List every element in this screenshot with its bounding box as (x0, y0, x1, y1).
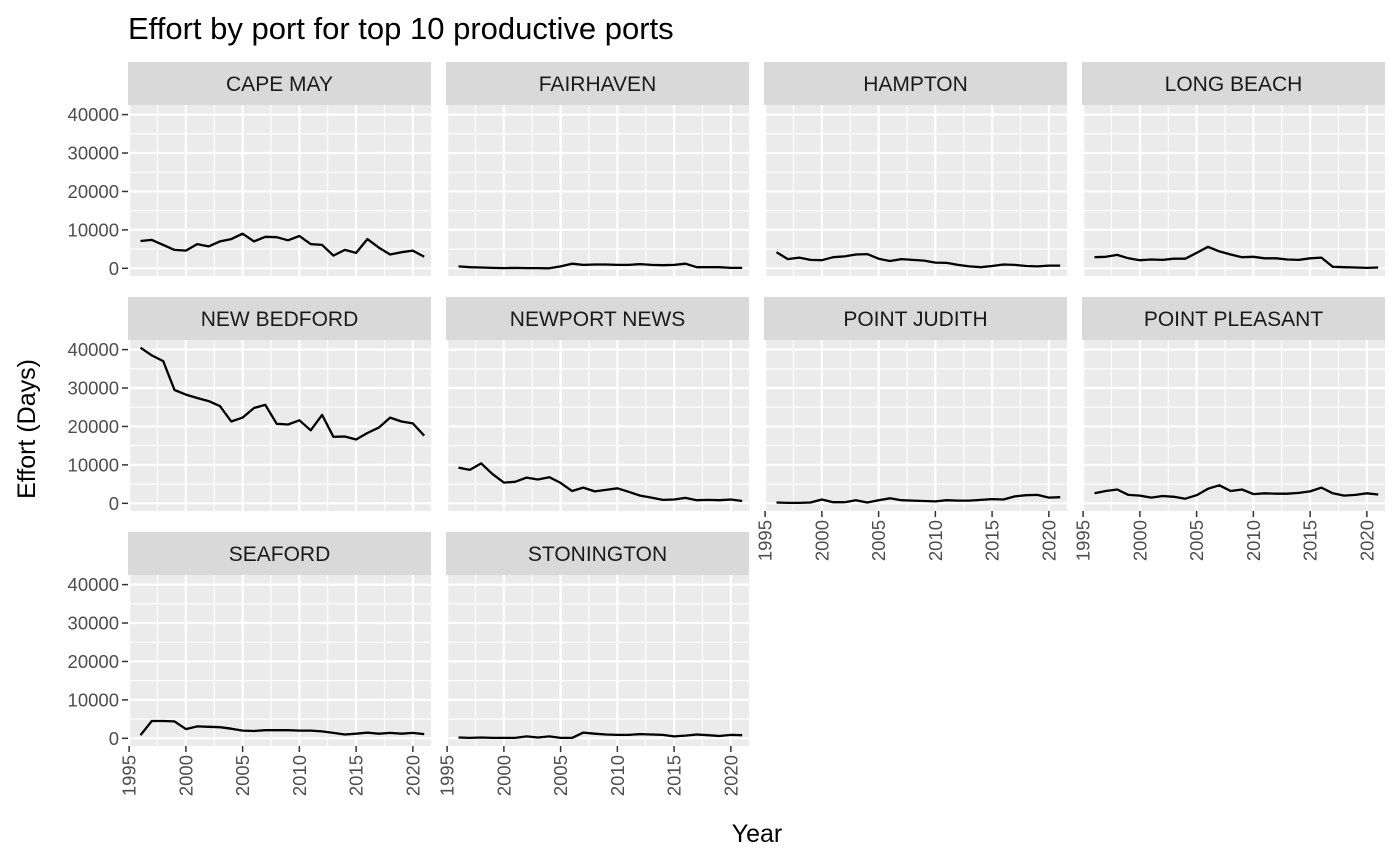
series-line-new-bedford (139, 346, 426, 441)
facet-panel-point-judith: POINT JUDITH 1995 2000 2005 2010 2015 2020 (755, 297, 1067, 561)
x-tick-label: 2015 (1300, 520, 1321, 561)
x-tick-label: 2020 (402, 755, 423, 796)
x-tick-label: 2020 (1356, 520, 1377, 561)
x-tick-label: 2000 (811, 520, 832, 561)
x-tick-label: 2015 (664, 755, 685, 796)
series-line-newport-news (458, 462, 743, 503)
strip-label: CAPE MAY (226, 73, 333, 96)
y-tick-label: 20000 (68, 651, 119, 672)
x-tick-label: 2000 (1129, 520, 1150, 561)
series-line-fairhaven (458, 262, 743, 270)
y-tick-label: 10000 (68, 689, 119, 710)
strip-label: NEWPORT NEWS (510, 308, 685, 331)
strip-background (128, 62, 431, 105)
facet-panel-new-bedford: NEW BEDFORD 0 10000 20000 30000 40000 (68, 297, 431, 514)
strip-label: POINT PLEASANT (1144, 308, 1324, 331)
x-tick-label: 2010 (607, 755, 628, 796)
x-tick-label: 1995 (437, 755, 458, 796)
strip-background (128, 297, 431, 340)
strip-background (446, 62, 749, 105)
y-tick-label: 20000 (68, 416, 119, 437)
chart-title: Effort by port for top 10 productive por… (128, 11, 674, 46)
y-tick-label: 40000 (68, 104, 119, 125)
series-line-stonington (458, 731, 743, 740)
y-axis-title: Effort (Days) (13, 359, 41, 499)
x-tick-label: 2010 (925, 520, 946, 561)
x-tick-label: 2015 (346, 755, 367, 796)
x-tick-label: 1995 (1073, 520, 1094, 561)
y-tick-label: 10000 (68, 454, 119, 475)
y-tick-label: 40000 (68, 574, 119, 595)
series-line-point-pleasant (1094, 484, 1379, 500)
strip-background (764, 62, 1067, 105)
x-tick-label: 2020 (720, 755, 741, 796)
y-tick-label: 10000 (68, 219, 119, 240)
strip-label: HAMPTON (863, 73, 968, 96)
x-tick-label: 2005 (550, 755, 571, 796)
y-tick-label: 30000 (68, 613, 119, 634)
y-tick-label: 30000 (68, 378, 119, 399)
facet-panel-stonington: STONINGTON 1995 2000 2005 2010 2015 2020 (437, 532, 749, 796)
y-tick-label: 0 (109, 493, 119, 514)
strip-background (128, 532, 431, 575)
strip-label: LONG BEACH (1165, 73, 1303, 96)
y-tick-label: 40000 (68, 339, 119, 360)
x-tick-label: 2000 (493, 755, 514, 796)
series-line-hampton (775, 251, 1061, 269)
x-tick-label: 2020 (1038, 520, 1059, 561)
facet-panel-seaford: SEAFORD 0 10000 20000 30000 40000 1995 2000 2005… (68, 532, 431, 796)
x-tick-label: 2010 (1243, 520, 1264, 561)
strip-label: NEW BEDFORD (201, 308, 359, 331)
facet-panel-cape-may: CAPE MAY 0 10000 20000 30000 40000 (68, 62, 431, 279)
series-line-cape-may (140, 232, 425, 258)
facet-panel-long-beach: LONG BEACH (1082, 62, 1385, 276)
strip-background (446, 297, 749, 340)
x-tick-label: 1995 (755, 520, 776, 561)
facet-panel-newport-news: NEWPORT NEWS (446, 297, 749, 511)
y-tick-label: 0 (109, 728, 119, 749)
strip-background (446, 532, 749, 575)
y-tick-label: 0 (109, 258, 119, 279)
series-line-point-judith (776, 493, 1061, 505)
strip-label: SEAFORD (229, 543, 331, 566)
x-tick-label: 2005 (1186, 520, 1207, 561)
x-tick-label: 2015 (982, 520, 1003, 561)
series-line-long-beach (1094, 245, 1379, 270)
x-tick-label: 2005 (232, 755, 253, 796)
x-tick-label: 2005 (868, 520, 889, 561)
strip-background (1082, 62, 1385, 105)
y-tick-label: 20000 (68, 181, 119, 202)
facet-panel-fairhaven: FAIRHAVEN (446, 62, 749, 276)
strip-background (1082, 297, 1385, 340)
series-line-seaford (139, 719, 425, 736)
x-tick-label: 1995 (119, 755, 140, 796)
strip-label: FAIRHAVEN (539, 73, 656, 96)
strip-label: STONINGTON (528, 543, 667, 566)
facet-panel-hampton: HAMPTON (764, 62, 1067, 276)
x-axis-title: Year (732, 820, 783, 848)
x-tick-label: 2000 (175, 755, 196, 796)
x-tick-label: 2010 (289, 755, 310, 796)
facet-panel-point-pleasant: POINT PLEASANT 1995 2000 2005 2010 2015 2020 (1073, 297, 1385, 561)
y-tick-label: 30000 (68, 143, 119, 164)
strip-label: POINT JUDITH (843, 308, 987, 331)
strip-background (764, 297, 1067, 340)
